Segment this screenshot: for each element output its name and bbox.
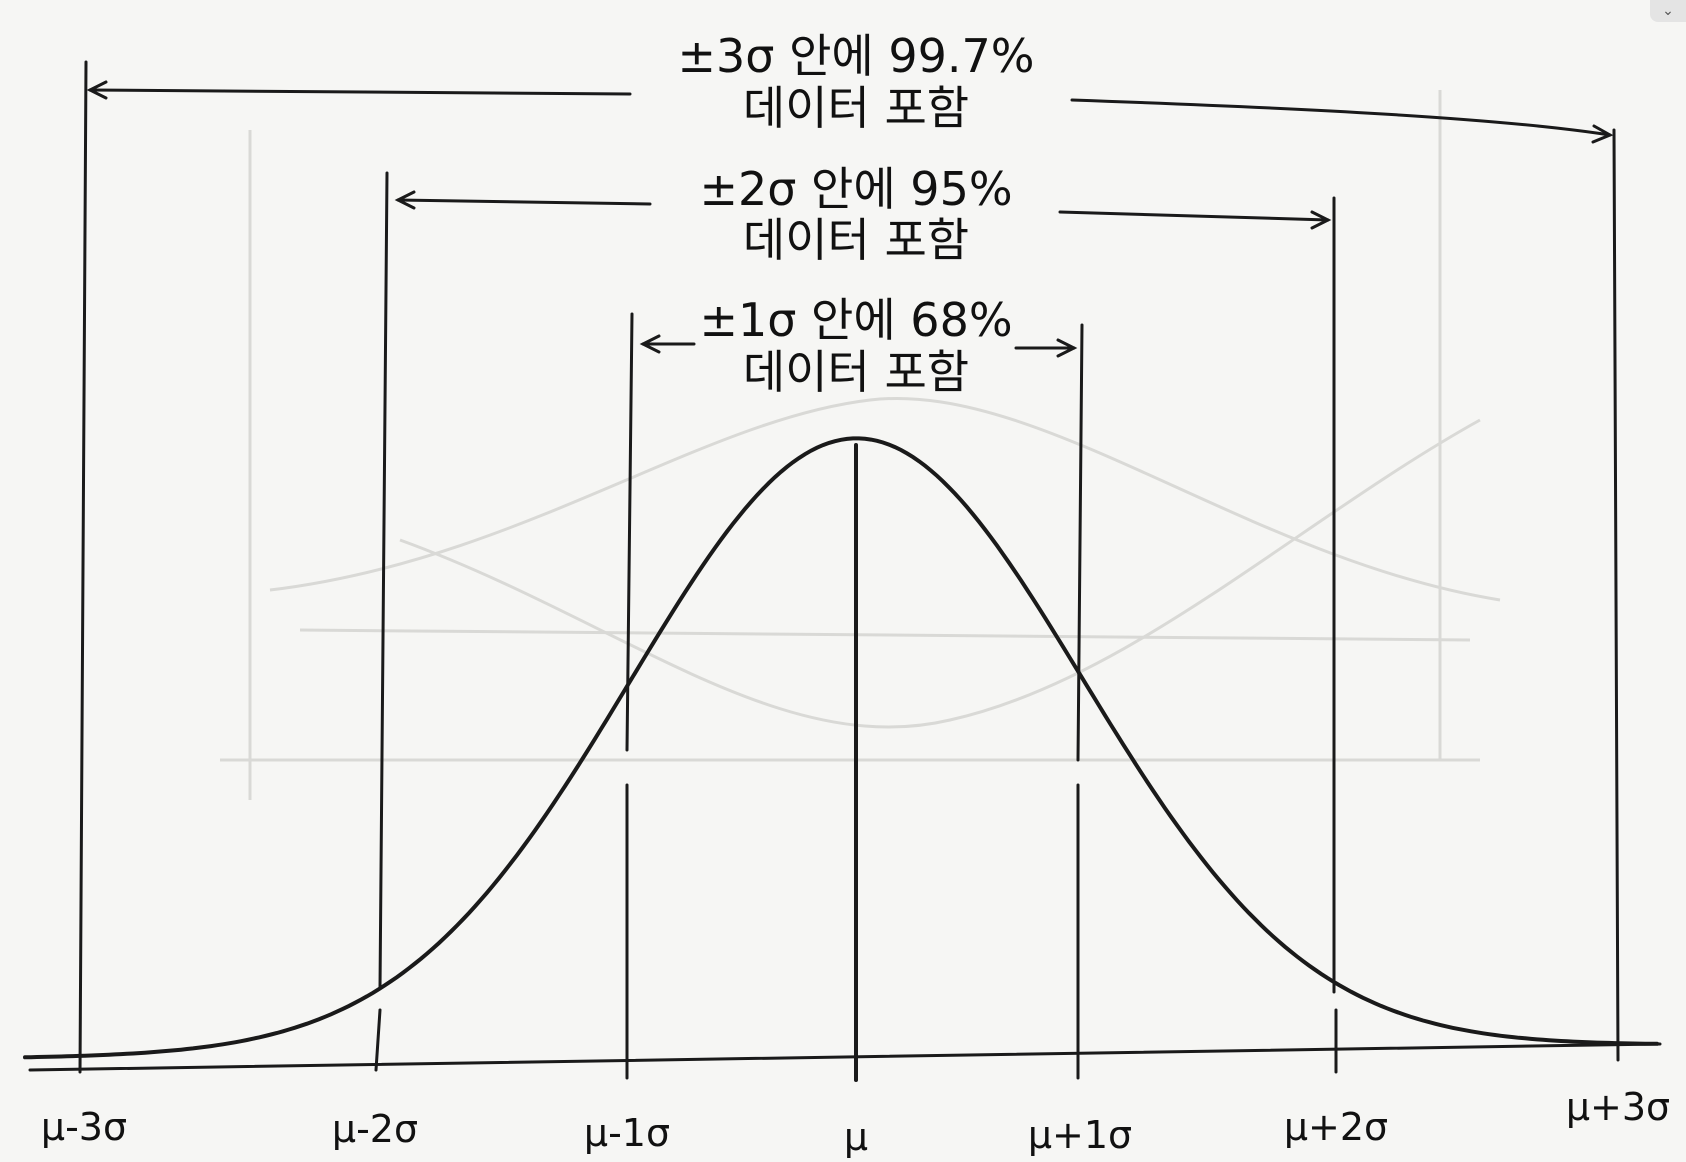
annotation-1-sigma-line2: 데이터 포함 — [743, 345, 969, 399]
arrow-3-sigma-left — [88, 88, 632, 96]
tick-label-minus-2-sigma: μ-2σ — [332, 1107, 418, 1151]
annotation-1-sigma-line1: ±1σ 안에 68% — [699, 293, 1012, 347]
minus-3-sigma-line — [78, 60, 88, 1074]
annotation-arrows — [86, 80, 1614, 358]
minus-2-sigma-line — [378, 171, 389, 990]
annotation-3-sigma-line2: 데이터 포함 — [743, 81, 969, 135]
annotation-3-sigma-line1: ±3σ 안에 99.7% — [678, 29, 1035, 83]
annotation-2-sigma-line2: 데이터 포함 — [743, 213, 969, 267]
tick-label-minus-3-sigma: μ-3σ — [41, 1105, 127, 1149]
arrowhead-2-sigma-left — [394, 190, 416, 210]
bell-curve — [23, 436, 1659, 1060]
plus-1-sigma-guide — [1076, 323, 1084, 762]
arrowhead-1-sigma-left — [639, 334, 661, 354]
arrow-3-sigma-right — [1070, 98, 1612, 137]
sigma-lines — [78, 60, 1620, 1082]
minus-1-sigma-guide — [625, 312, 634, 752]
tick-labels: μ-3σ μ-2σ μ-1σ μ μ+1σ μ+2σ μ+3σ — [41, 1085, 1670, 1159]
tick-label-plus-3-sigma: μ+3σ — [1566, 1085, 1670, 1129]
minus-2-sigma-foot — [374, 1008, 382, 1072]
arrowhead-1-sigma-right — [1056, 338, 1078, 358]
tick-label-mean: μ — [844, 1115, 868, 1158]
arrowhead-3-sigma-left — [86, 80, 108, 100]
chevron-down-icon[interactable]: ⌄ — [1650, 0, 1686, 22]
arrow-2-sigma-left — [396, 198, 652, 206]
tick-label-plus-2-sigma: μ+2σ — [1284, 1105, 1388, 1149]
tick-label-minus-1-sigma: μ-1σ — [584, 1111, 670, 1155]
annotation-2-sigma: ±2σ 안에 95% 데이터 포함 — [699, 162, 1012, 267]
annotation-3-sigma: ±3σ 안에 99.7% 데이터 포함 — [678, 29, 1035, 135]
annotation-2-sigma-line1: ±2σ 안에 95% — [699, 162, 1012, 216]
bleed-through-artwork — [220, 90, 1501, 800]
plus-3-sigma-line — [1612, 128, 1620, 1062]
x-axis-baseline — [28, 1042, 1662, 1072]
bleed-baseline-2 — [299, 628, 1471, 642]
bleed-curve-1 — [269, 397, 1501, 602]
annotation-1-sigma: ±1σ 안에 68% 데이터 포함 — [699, 293, 1012, 399]
bleed-curve-2 — [399, 418, 1481, 729]
arrowhead-3-sigma-right — [1591, 124, 1614, 144]
arrow-2-sigma-right — [1058, 210, 1330, 222]
tick-label-plus-1-sigma: μ+1σ — [1028, 1113, 1132, 1157]
arrowhead-2-sigma-right — [1310, 210, 1332, 230]
